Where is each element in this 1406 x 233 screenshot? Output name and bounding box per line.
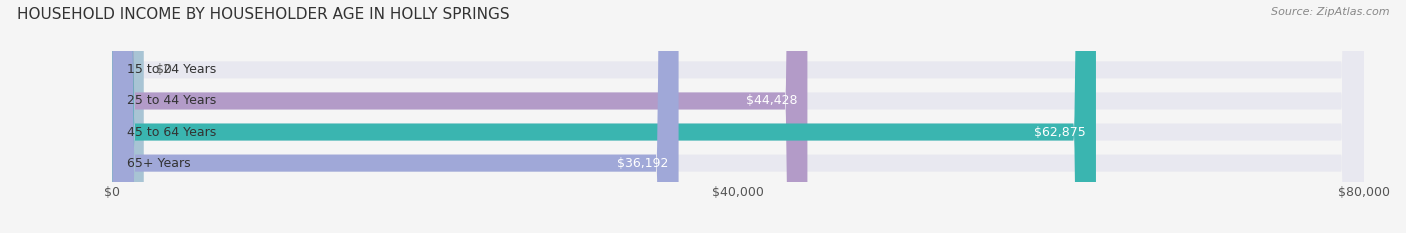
FancyBboxPatch shape — [112, 0, 679, 233]
FancyBboxPatch shape — [112, 0, 807, 233]
Text: Source: ZipAtlas.com: Source: ZipAtlas.com — [1271, 7, 1389, 17]
FancyBboxPatch shape — [112, 0, 1364, 233]
FancyBboxPatch shape — [112, 0, 1364, 233]
FancyBboxPatch shape — [112, 0, 1364, 233]
Text: HOUSEHOLD INCOME BY HOUSEHOLDER AGE IN HOLLY SPRINGS: HOUSEHOLD INCOME BY HOUSEHOLDER AGE IN H… — [17, 7, 509, 22]
Text: 65+ Years: 65+ Years — [128, 157, 191, 170]
Text: $62,875: $62,875 — [1035, 126, 1085, 139]
Text: 25 to 44 Years: 25 to 44 Years — [128, 94, 217, 107]
FancyBboxPatch shape — [112, 0, 1095, 233]
Text: 45 to 64 Years: 45 to 64 Years — [128, 126, 217, 139]
Text: $44,428: $44,428 — [747, 94, 797, 107]
Text: $0: $0 — [156, 63, 173, 76]
FancyBboxPatch shape — [112, 0, 143, 233]
Text: $36,192: $36,192 — [617, 157, 669, 170]
Text: 15 to 24 Years: 15 to 24 Years — [128, 63, 217, 76]
FancyBboxPatch shape — [112, 0, 1364, 233]
